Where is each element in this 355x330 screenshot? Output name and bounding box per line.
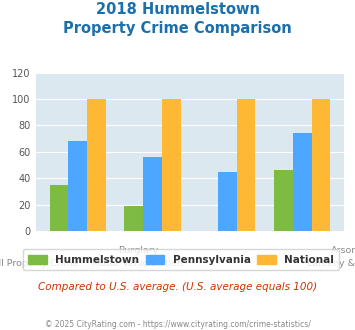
Text: Arson: Arson [331, 246, 355, 255]
Bar [143, 157, 162, 231]
Bar [218, 172, 237, 231]
Bar [312, 99, 330, 231]
Text: Compared to U.S. average. (U.S. average equals 100): Compared to U.S. average. (U.S. average … [38, 282, 317, 292]
Text: © 2025 CityRating.com - https://www.cityrating.com/crime-statistics/: © 2025 CityRating.com - https://www.city… [45, 320, 310, 329]
Bar [50, 185, 68, 231]
Bar [162, 99, 181, 231]
Text: 2018 Hummelstown: 2018 Hummelstown [95, 2, 260, 16]
Bar [293, 133, 312, 231]
Bar [87, 99, 106, 231]
Text: All Property Crime: All Property Crime [0, 259, 79, 268]
Bar [237, 99, 256, 231]
Bar [274, 170, 293, 231]
Bar [124, 206, 143, 231]
Legend: Hummelstown, Pennsylvania, National: Hummelstown, Pennsylvania, National [23, 249, 339, 270]
Text: Burglary: Burglary [118, 246, 159, 255]
Text: Larceny & Theft: Larceny & Theft [306, 259, 355, 268]
Bar [68, 141, 87, 231]
Text: Motor Vehicle Theft: Motor Vehicle Theft [92, 259, 185, 268]
Text: Property Crime Comparison: Property Crime Comparison [63, 21, 292, 36]
